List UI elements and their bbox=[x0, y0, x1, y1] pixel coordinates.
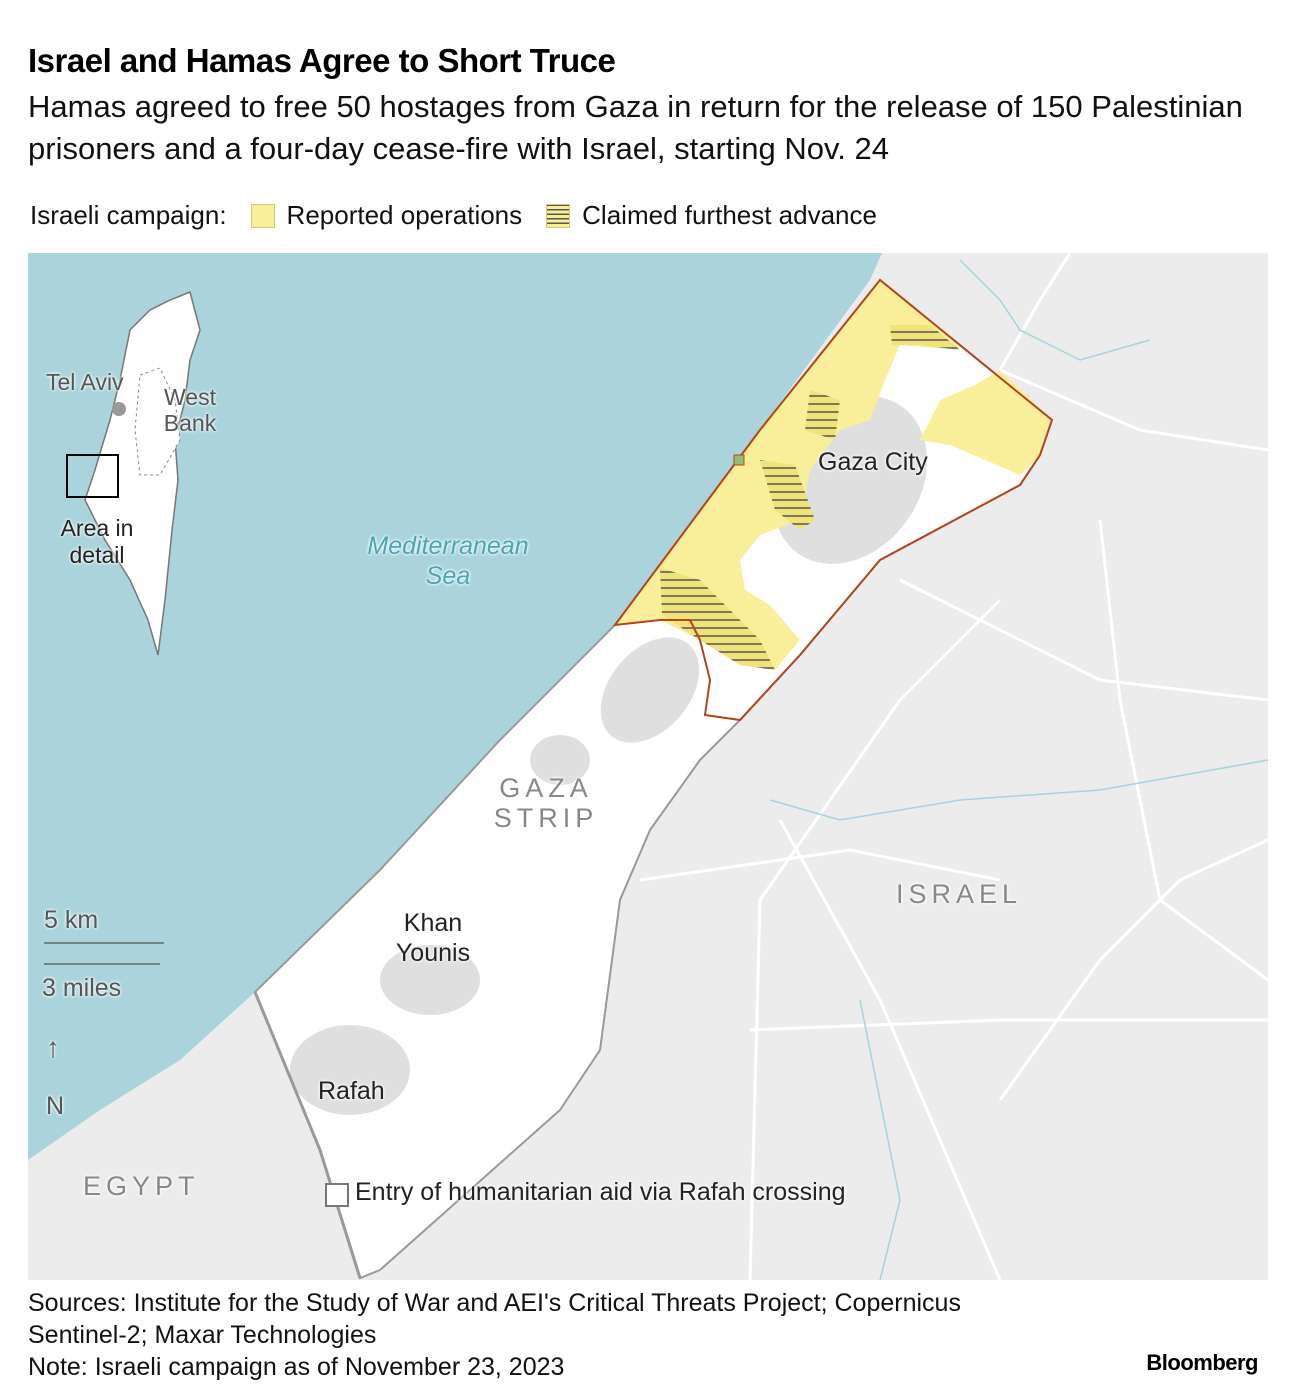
label-gaza-strip: GAZA STRIP bbox=[493, 773, 599, 833]
north-label: N bbox=[46, 1092, 65, 1120]
inset-map bbox=[66, 290, 201, 656]
inset-label-tel-aviv: Tel Aviv bbox=[46, 369, 124, 395]
label-mediterranean: Mediterranean Sea bbox=[367, 532, 529, 590]
roads bbox=[639, 253, 1268, 1280]
scale-miles-label: 3 miles bbox=[42, 974, 122, 1002]
label-israel: ISRAEL bbox=[896, 879, 1023, 909]
label-gaza-city: Gaza City bbox=[818, 448, 928, 476]
footer: Sources: Institute for the Study of War … bbox=[28, 1287, 988, 1383]
map-svg bbox=[28, 253, 1268, 1280]
tel-aviv-dot bbox=[112, 402, 126, 416]
legend-label-reported: Reported operations bbox=[286, 200, 523, 230]
claimed-advance bbox=[660, 325, 960, 670]
north-arrow-icon: ↑ bbox=[46, 1032, 60, 1063]
chart-subtitle: Hamas agreed to free 50 hostages from Ga… bbox=[28, 89, 1243, 166]
north-gaza-boundary bbox=[612, 278, 1054, 722]
rafah-crossing-marker[interactable] bbox=[325, 1183, 349, 1207]
legend-swatch-reported bbox=[250, 203, 275, 228]
label-rafah: Rafah bbox=[318, 1077, 385, 1105]
inset-label-area-detail: Area in detail bbox=[60, 515, 134, 568]
chart-title: Israel and Hamas Agree to Short Truce bbox=[28, 42, 616, 79]
inset-west-bank bbox=[134, 367, 181, 476]
legend-swatch-advance bbox=[546, 203, 571, 228]
sea bbox=[28, 253, 882, 1160]
label-khan-younis: Khan Younis bbox=[395, 909, 471, 967]
port-marker bbox=[733, 454, 745, 466]
streams bbox=[769, 259, 1268, 1280]
label-egypt: EGYPT bbox=[83, 1171, 200, 1201]
footer-note: Note: Israeli campaign as of November 23… bbox=[28, 1353, 565, 1381]
label-rafah-crossing: Entry of humanitarian aid via Rafah cros… bbox=[355, 1178, 846, 1206]
area-detail-box bbox=[66, 454, 119, 498]
footer-sources: Sources: Institute for the Study of War … bbox=[28, 1289, 961, 1349]
egypt-border bbox=[253, 991, 362, 1279]
scale-km-label: 5 km bbox=[44, 906, 99, 934]
legend: Israeli campaign: Reported operations Cl… bbox=[30, 200, 877, 231]
inset-label-west-bank: West Bank bbox=[163, 384, 217, 436]
map: Gaza City Mediterranean Sea GAZA STRIP K… bbox=[28, 253, 1268, 1280]
legend-label-advance: Claimed furthest advance bbox=[582, 200, 877, 230]
legend-heading: Israeli campaign: bbox=[30, 200, 227, 230]
bloomberg-logo: Bloomberg bbox=[1146, 1350, 1258, 1375]
